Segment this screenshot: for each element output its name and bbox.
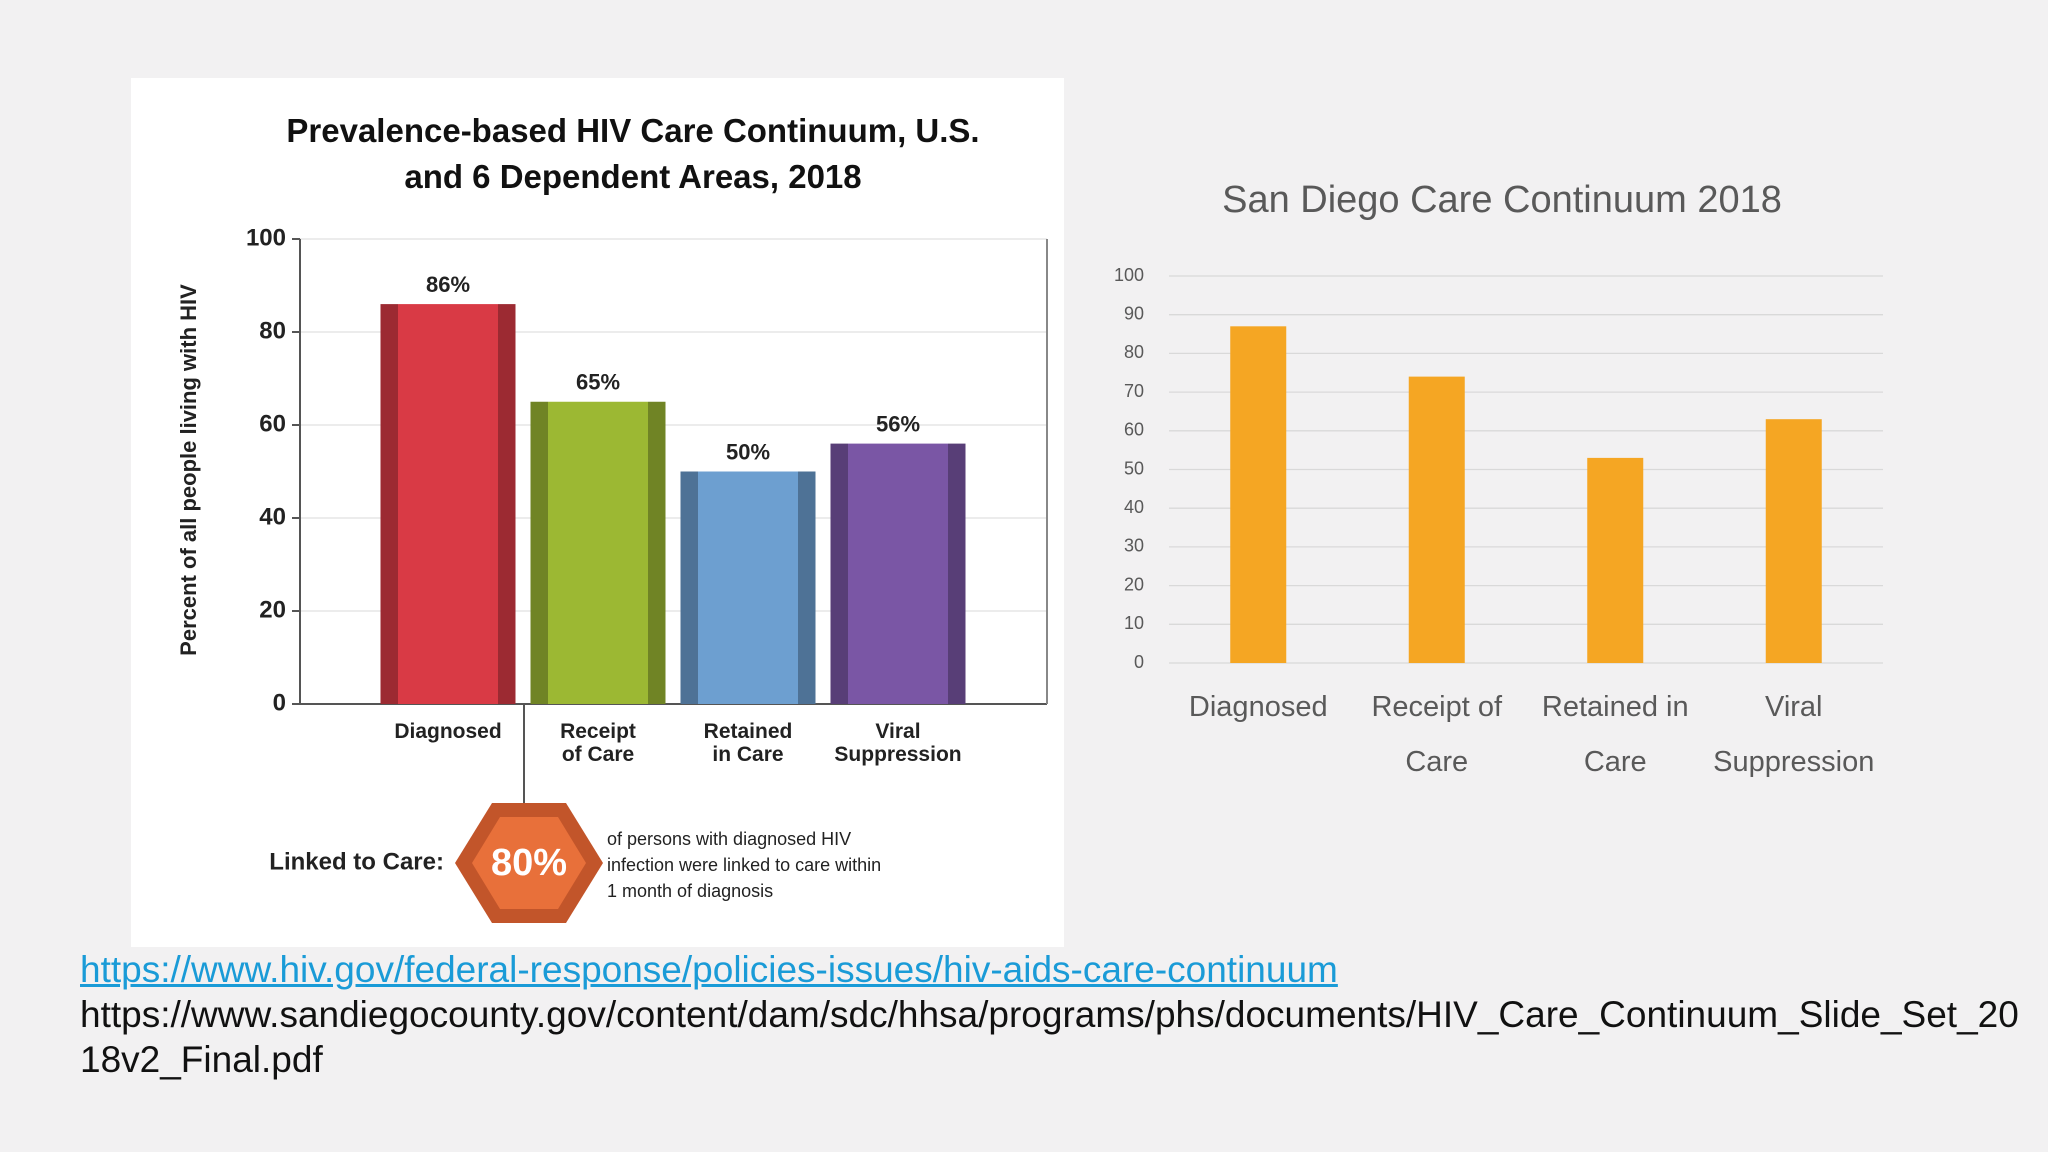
value-label: 56% (876, 411, 920, 436)
hexagon-inner (472, 817, 586, 909)
bar (530, 401, 666, 704)
x-tick-label: Viral Suppression (834, 720, 962, 766)
chart-title: Prevalence-based HIV Care Continuum, U.S… (286, 112, 980, 195)
source-link[interactable]: https://www.hiv.gov/federal-response/pol… (80, 949, 1338, 990)
value-label: 50% (726, 439, 770, 464)
chart-title: San Diego Care Continuum 2018 (1222, 179, 1782, 221)
y-tick-label: 60 (1124, 420, 1144, 440)
annotation-label: Linked to Care: (269, 848, 444, 875)
y-tick-label: 0 (273, 689, 286, 716)
y-tick-label: 30 (1124, 536, 1144, 556)
y-tick-label: 90 (1124, 303, 1144, 323)
y-tick-label: 40 (1124, 497, 1144, 517)
bar (680, 471, 816, 704)
y-tick-label: 60 (259, 410, 286, 437)
y-tick-label: 0 (1134, 652, 1144, 672)
source-text: https://www.sandiegocounty.gov/content/d… (80, 994, 2019, 1080)
y-tick-label: 50 (1124, 458, 1144, 478)
y-tick-label: 20 (259, 596, 286, 623)
x-tick-label: Diagnosed (394, 720, 502, 743)
bar (1408, 376, 1465, 663)
y-tick-label: 70 (1124, 381, 1144, 401)
bar (1587, 457, 1644, 663)
y-tick-label: 40 (259, 503, 286, 530)
x-tick-label: Retained in Care (703, 720, 793, 766)
x-tick-label: Diagnosed (1188, 691, 1328, 723)
annotation-text: of persons with diagnosed HIV infection … (607, 829, 882, 901)
y-tick-label: 80 (259, 317, 286, 344)
y-tick-label: 10 (1124, 613, 1144, 633)
bar (1230, 326, 1287, 663)
y-tick-label: 100 (1114, 265, 1144, 285)
x-tick-label: Receipt of Care (1371, 691, 1503, 778)
y-tick-label: 100 (246, 224, 286, 251)
y-axis-label: Percent of all people living with HIV (176, 284, 201, 656)
y-tick-label: 80 (1124, 342, 1144, 362)
value-label: 65% (576, 370, 620, 395)
bar (380, 304, 516, 704)
y-tick-label: 20 (1124, 574, 1144, 594)
x-tick-label: Retained in Care (1541, 691, 1689, 778)
value-label: 86% (426, 272, 470, 297)
bar (1765, 419, 1822, 663)
x-tick-label: Viral Suppression (1713, 691, 1875, 778)
bar (830, 443, 966, 704)
annotation-value: 80% (491, 842, 567, 884)
x-tick-label: Receipt of Care (560, 720, 636, 766)
